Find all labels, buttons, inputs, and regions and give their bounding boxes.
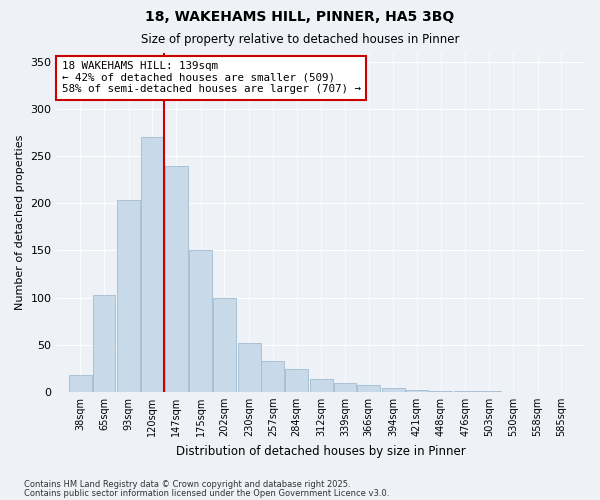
Bar (382, 388, 405, 392)
Bar (430, 391, 452, 392)
Bar (262, 360, 284, 392)
Text: 18, WAKEHAMS HILL, PINNER, HA5 3BQ: 18, WAKEHAMS HILL, PINNER, HA5 3BQ (145, 10, 455, 24)
Bar (357, 385, 380, 392)
X-axis label: Distribution of detached houses by size in Pinner: Distribution of detached houses by size … (176, 444, 466, 458)
Bar (141, 138, 164, 392)
Bar (92, 294, 115, 392)
Bar (285, 369, 308, 392)
Bar (117, 200, 140, 392)
Text: Size of property relative to detached houses in Pinner: Size of property relative to detached ho… (141, 32, 459, 46)
Bar (238, 343, 260, 392)
Bar (69, 375, 92, 392)
Text: 18 WAKEHAMS HILL: 139sqm
← 42% of detached houses are smaller (509)
58% of semi-: 18 WAKEHAMS HILL: 139sqm ← 42% of detach… (62, 61, 361, 94)
Y-axis label: Number of detached properties: Number of detached properties (15, 134, 25, 310)
Text: Contains public sector information licensed under the Open Government Licence v3: Contains public sector information licen… (24, 489, 389, 498)
Bar (478, 391, 500, 392)
Text: Contains HM Land Registry data © Crown copyright and database right 2025.: Contains HM Land Registry data © Crown c… (24, 480, 350, 489)
Bar (213, 298, 236, 392)
Bar (334, 384, 356, 392)
Bar (190, 250, 212, 392)
Bar (406, 390, 428, 392)
Bar (164, 166, 188, 392)
Bar (310, 378, 332, 392)
Bar (454, 391, 477, 392)
